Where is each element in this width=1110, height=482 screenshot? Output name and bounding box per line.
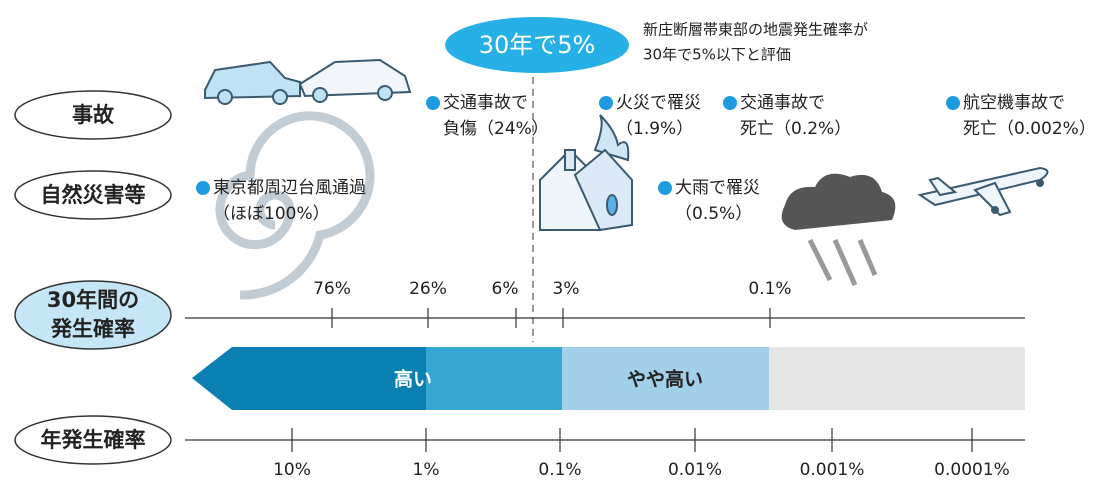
row-label: 発生確率 — [50, 317, 135, 341]
event-text: （1.9%） — [616, 119, 693, 139]
event-text: 負傷（24%） — [443, 119, 549, 139]
tick-label: 1% — [413, 460, 440, 480]
typhoon-illustration — [215, 111, 375, 300]
event-text: （ほぼ100%） — [213, 204, 330, 224]
tick-label: 0.01% — [668, 460, 722, 480]
fire-illustration — [539, 114, 633, 232]
car-crash-illustration — [204, 58, 412, 105]
row-label: 年発生確率 — [41, 428, 146, 452]
tick-label: 26% — [409, 279, 447, 299]
row-oval — [14, 280, 172, 350]
note-line: 30年で5%以下と評価 — [643, 46, 791, 64]
note-line: 新庄断層帯東部の地震発生確率が — [643, 21, 868, 39]
event-bullet — [196, 181, 210, 195]
event-text: （0.5%） — [675, 204, 752, 224]
band-high-arrow — [192, 347, 426, 410]
tick-label: 3% — [553, 279, 580, 299]
band-label: 高い — [394, 368, 432, 391]
row-label: 30年間の — [47, 288, 139, 312]
event-bullet — [723, 96, 737, 110]
highlight-text: 30年で5% — [479, 31, 596, 59]
event-text: 交通事故で — [740, 93, 825, 113]
row-oval — [14, 415, 172, 465]
row-oval — [14, 90, 172, 140]
tick-label: 0.001% — [800, 460, 865, 480]
event-text: 死亡（0.002%） — [963, 119, 1096, 139]
tick-label: 76% — [313, 279, 351, 299]
band-high — [426, 347, 562, 410]
event-bullet — [599, 96, 613, 110]
row-label: 事故 — [72, 103, 115, 127]
airplane-illustration — [917, 166, 1049, 217]
tick-label: 0.0001% — [934, 460, 1010, 480]
tick-label: 10% — [273, 460, 311, 480]
event-bullet — [426, 96, 440, 110]
band-low — [769, 347, 1025, 410]
row-oval — [14, 170, 172, 220]
event-text: 航空機事故で — [963, 93, 1065, 113]
event-text: 火災で罹災 — [616, 93, 701, 113]
tick-label: 6% — [492, 279, 519, 299]
tick-label: 0.1% — [748, 279, 791, 299]
event-bullet — [658, 181, 672, 195]
band-label: やや高い — [627, 368, 703, 391]
highlight-oval — [445, 17, 629, 73]
rain-illustration — [781, 173, 896, 287]
event-bullet — [946, 96, 960, 110]
event-text: 死亡（0.2%） — [740, 119, 851, 139]
event-text: 交通事故で — [443, 93, 528, 113]
tick-label: 0.1% — [538, 460, 581, 480]
band-mid — [562, 347, 769, 410]
event-text: 東京都周辺台風通過 — [213, 178, 366, 198]
event-text: 大雨で罹災 — [675, 178, 760, 198]
row-label: 自然災害等 — [41, 183, 146, 207]
